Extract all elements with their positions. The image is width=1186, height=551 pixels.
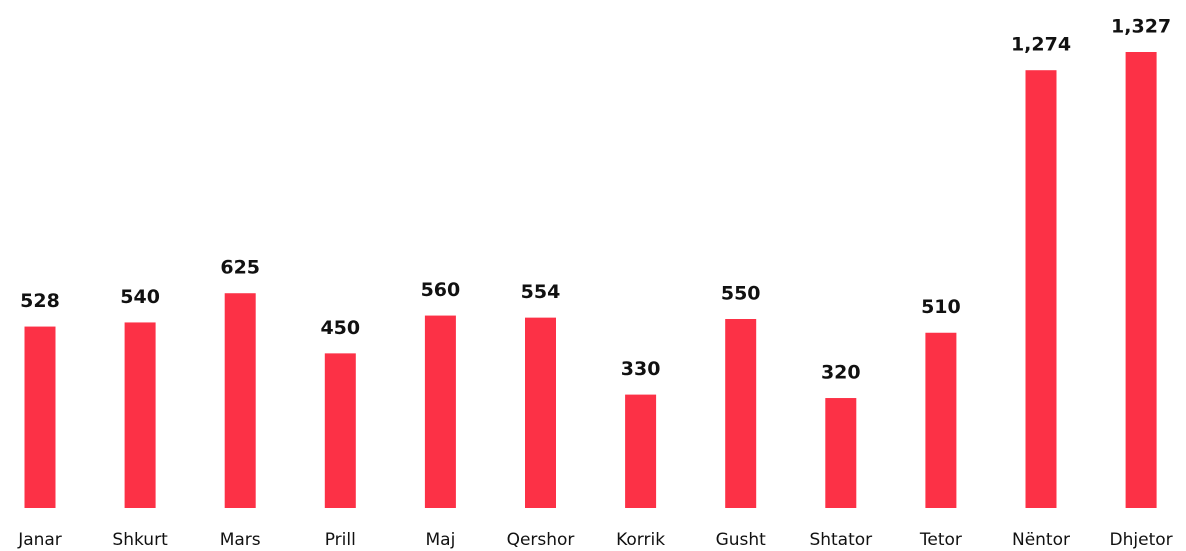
- bar: [224, 293, 256, 508]
- value-label: 1,274: [1011, 34, 1071, 56]
- bar: [24, 326, 56, 508]
- value-label: 540: [120, 286, 160, 308]
- bar: [424, 315, 456, 508]
- value-label: 510: [921, 296, 961, 318]
- bar: [324, 353, 356, 508]
- bar: [525, 317, 556, 508]
- x-tick-label: Qershor: [507, 530, 575, 550]
- x-tick-label: Tetor: [919, 530, 962, 550]
- value-label: 320: [821, 362, 861, 384]
- x-tick-label: Janar: [17, 530, 62, 550]
- value-label: 1,327: [1111, 16, 1171, 38]
- value-label: 554: [521, 281, 561, 303]
- value-label: 625: [220, 257, 260, 279]
- bar: [825, 398, 857, 508]
- x-tick-label: Maj: [425, 530, 455, 550]
- bar: [925, 332, 957, 508]
- value-label: 330: [621, 358, 661, 380]
- x-tick-label: Shtator: [809, 530, 872, 550]
- x-tick-label: Shkurt: [112, 530, 168, 550]
- bar: [124, 322, 156, 508]
- value-label: 528: [20, 290, 60, 312]
- x-tick-label: Gusht: [716, 530, 767, 550]
- value-label: 550: [721, 283, 761, 305]
- x-tick-label: Dhjetor: [1110, 530, 1173, 550]
- bar: [1125, 52, 1157, 508]
- bar: [625, 394, 657, 508]
- value-label: 450: [320, 317, 360, 339]
- value-label: 560: [421, 279, 461, 301]
- x-tick-label: Korrik: [616, 530, 665, 550]
- bar: [725, 319, 757, 508]
- x-tick-label: Prill: [325, 530, 356, 550]
- bar: [1025, 70, 1057, 508]
- x-tick-label: Mars: [220, 530, 261, 550]
- x-tick-label: Nëntor: [1012, 530, 1070, 550]
